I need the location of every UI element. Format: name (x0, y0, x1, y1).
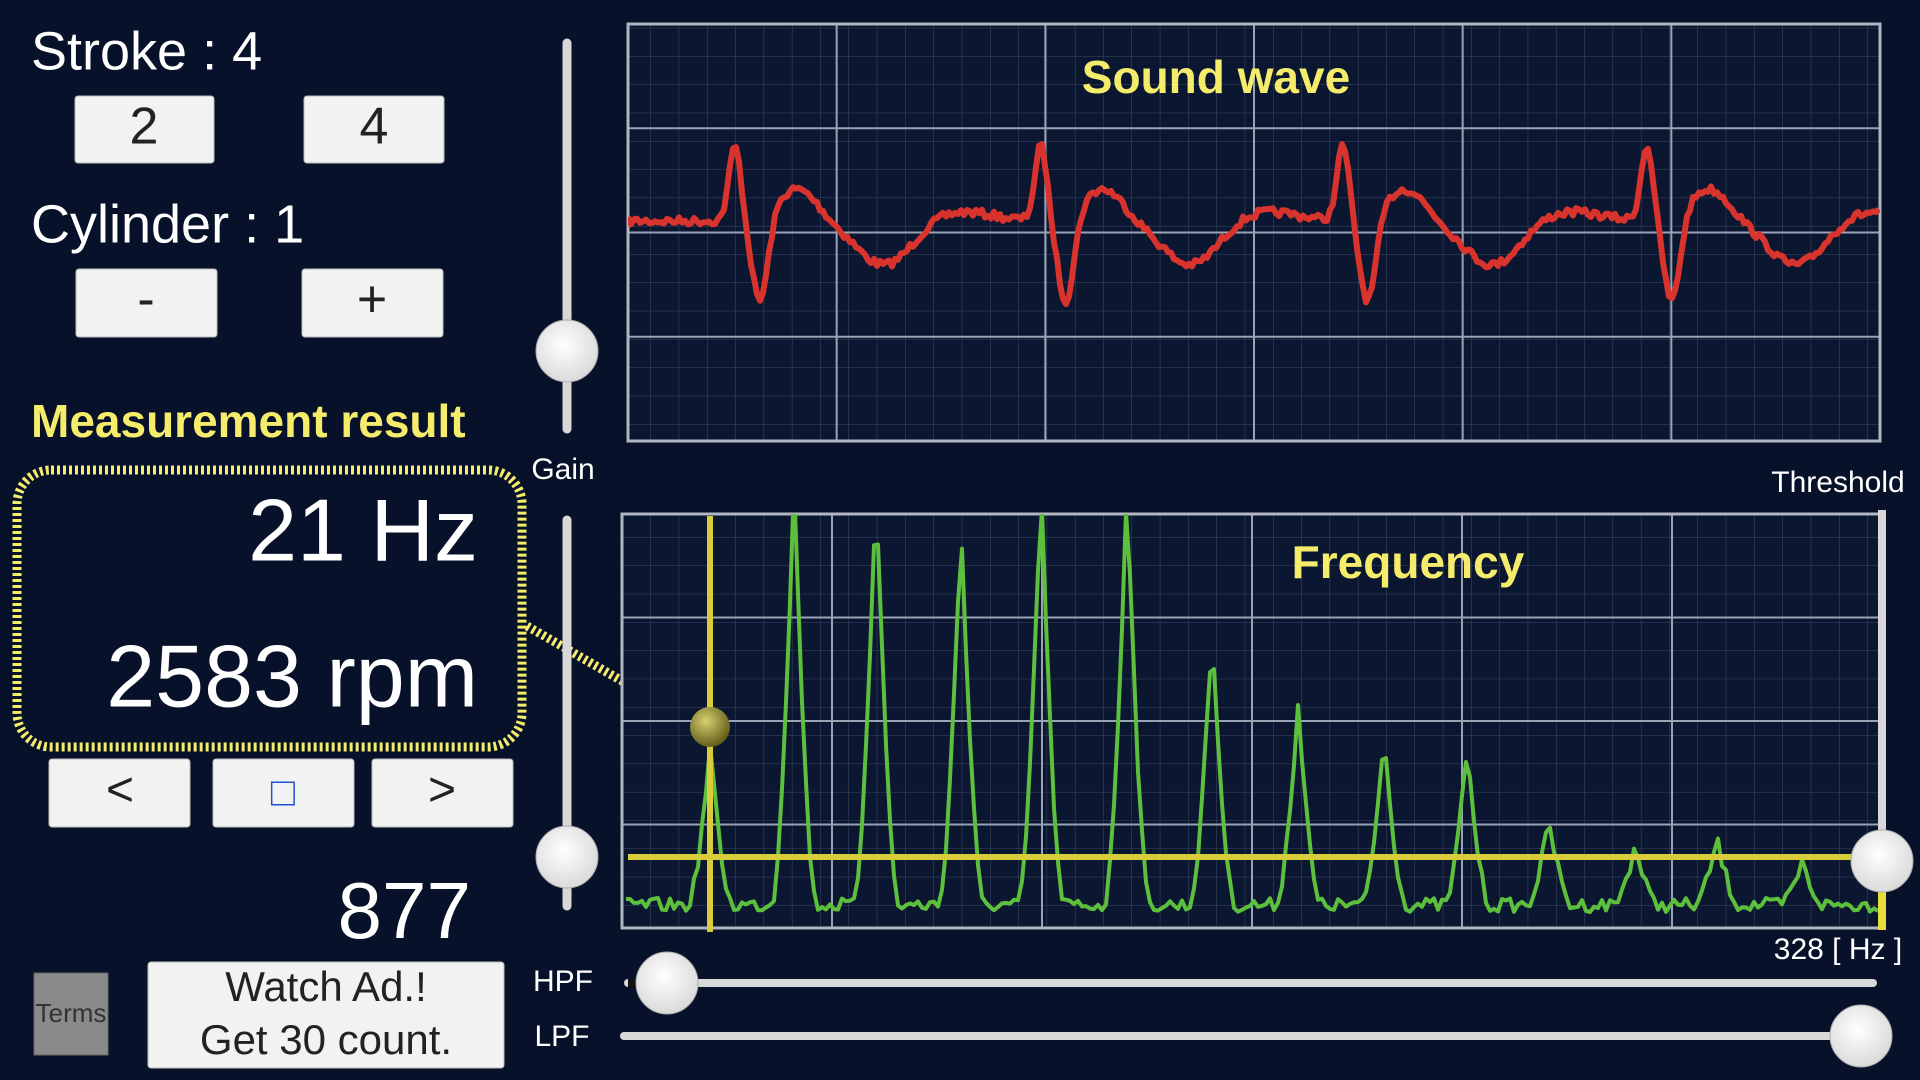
hpf-label: HPF (533, 965, 593, 998)
button-label: + (357, 271, 387, 329)
sound-wave-title: Sound wave (1082, 51, 1350, 103)
frequency-result: 21 Hz (248, 480, 478, 579)
cylinder-minus-button[interactable]: - (75, 268, 218, 338)
result-highlight (12, 465, 527, 752)
gain-slider-bottom[interactable] (535, 515, 599, 911)
threshold-slider[interactable] (1850, 510, 1914, 930)
remaining-count: 877 (338, 866, 471, 955)
button-label: - (137, 271, 154, 329)
hpf-slider[interactable] (624, 951, 1877, 1015)
next-button[interactable]: > (371, 758, 514, 828)
watch-ad-button[interactable]: Watch Ad.! Get 30 count. (147, 961, 505, 1069)
lpf-label: LPF (534, 1020, 589, 1053)
button-label: 4 (360, 98, 389, 156)
cylinder-label: Cylinder : 1 (31, 194, 304, 254)
button-label: > (428, 764, 456, 817)
sound-wave-panel (626, 22, 1882, 443)
stroke-2-button[interactable]: 2 (74, 95, 215, 164)
rpm-result: 2583 rpm (106, 626, 478, 725)
stroke-4-button[interactable]: 4 (303, 95, 445, 164)
max-frequency-label: 328 [ Hz ] (1774, 933, 1902, 966)
button-label: Get 30 count. (200, 1016, 452, 1063)
sound-waveform (628, 141, 1880, 308)
stop-button[interactable]: □ (212, 758, 355, 828)
threshold-label: Threshold (1771, 466, 1904, 499)
button-label: 2 (130, 98, 159, 156)
frequency-spectrum (625, 514, 1880, 914)
frequency-panel (620, 512, 1884, 932)
peak-marker (690, 707, 730, 747)
previous-button[interactable]: < (48, 758, 191, 828)
button-label: < (106, 764, 134, 817)
stroke-label: Stroke : 4 (31, 21, 262, 81)
gain-slider-top[interactable] (535, 38, 599, 434)
result-heading: Measurement result (31, 395, 466, 447)
lpf-slider[interactable] (620, 1004, 1893, 1068)
button-label: Watch Ad.! (225, 963, 427, 1010)
button-label: □ (271, 771, 295, 815)
frequency-title: Frequency (1292, 536, 1525, 588)
gain-label: Gain (531, 453, 594, 486)
button-label: Terms (36, 998, 107, 1028)
terms-button[interactable]: Terms (33, 972, 109, 1056)
cylinder-plus-button[interactable]: + (301, 268, 444, 338)
